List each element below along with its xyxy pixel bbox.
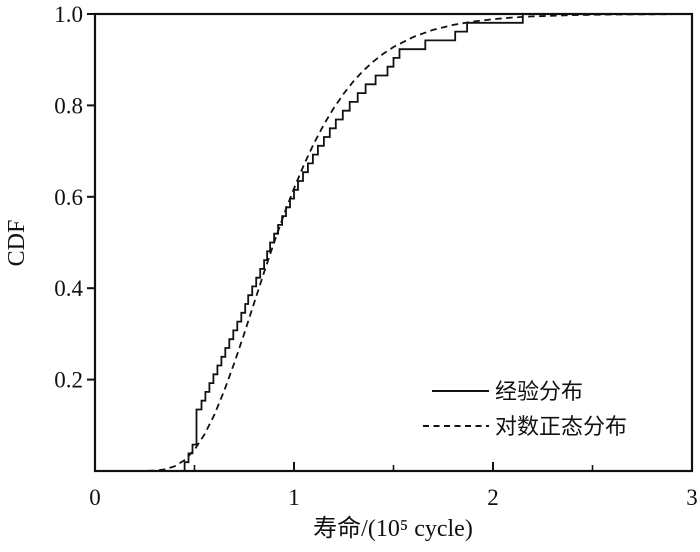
y-axis-title: CDF <box>4 220 30 267</box>
y-axis-tick-label: 1.0 <box>54 2 83 27</box>
lognormal-cdf-dashed-line <box>114 13 673 472</box>
x-axis-tick-label: 0 <box>89 485 101 510</box>
y-axis-tick-label: 0.4 <box>54 276 83 301</box>
legend-label-lognormal: 对数正态分布 <box>495 414 627 439</box>
plot-frame <box>93 12 694 473</box>
y-axis-tick-label: 0.2 <box>54 368 83 393</box>
x-axis-title: 寿命/(10⁵ cycle) <box>313 515 473 542</box>
series-curves <box>114 13 673 472</box>
axis-ticks <box>87 13 693 471</box>
legend-label-empirical: 经验分布 <box>495 379 583 404</box>
x-axis-tick-label: 3 <box>686 485 698 510</box>
legend: 经验分布 对数正态分布 <box>423 379 627 439</box>
x-axis-tick-label: 2 <box>487 485 499 510</box>
y-axis-tick-label: 0.6 <box>54 185 83 210</box>
empirical-cdf-step-line <box>183 13 533 471</box>
x-axis-tick-label: 1 <box>288 485 300 510</box>
y-axis-tick-label: 0.8 <box>54 93 83 118</box>
axis-tick-labels: 0 1 2 3 0.2 0.4 0.6 0.8 1.0 <box>54 2 698 510</box>
